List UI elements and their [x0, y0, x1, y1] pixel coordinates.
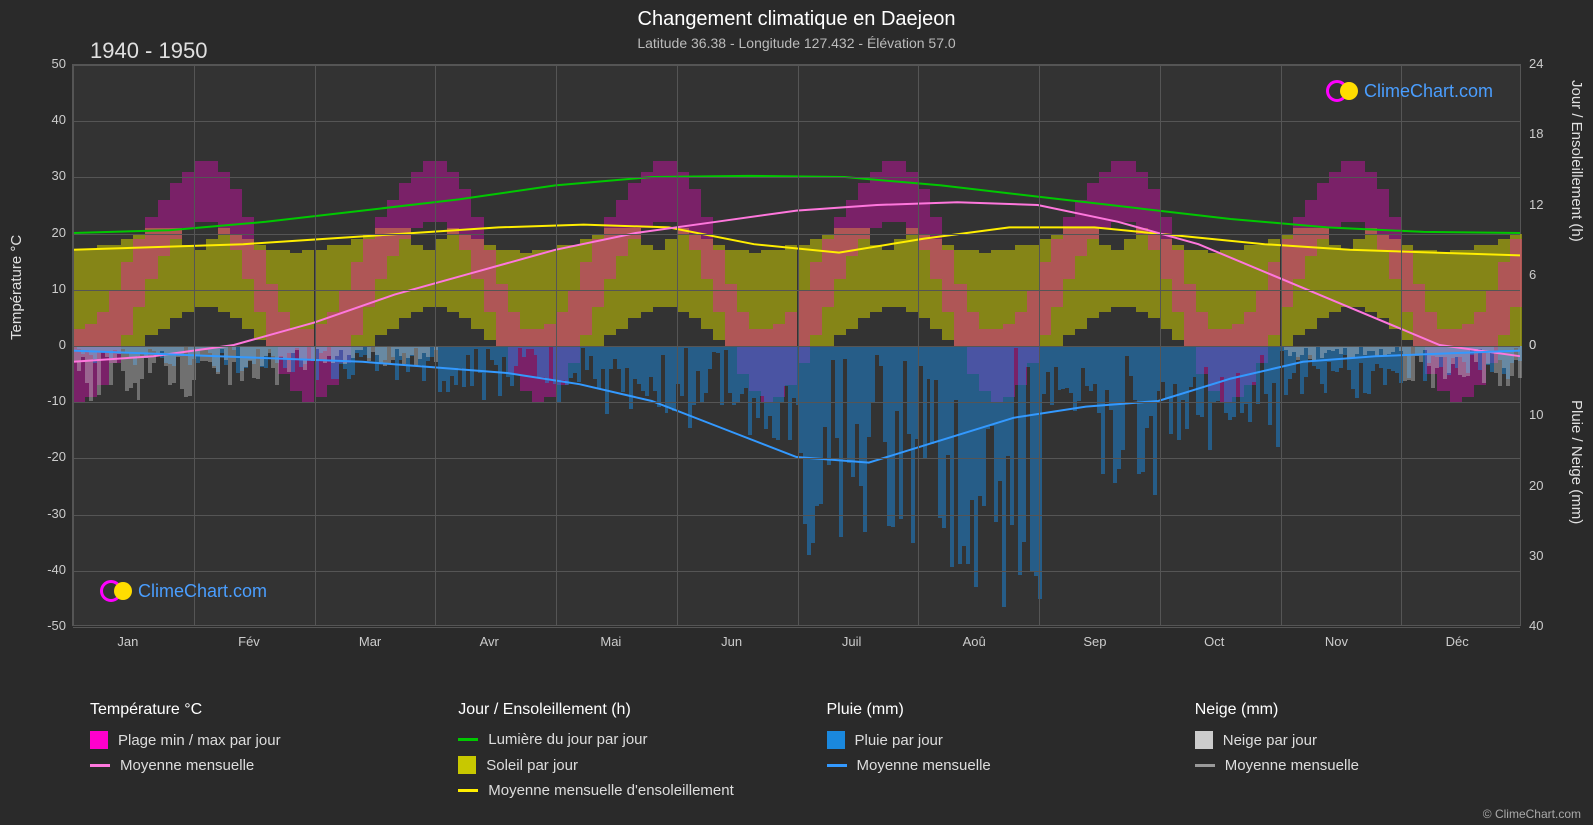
- climechart-logo: ClimeChart.com: [100, 580, 267, 602]
- chart-title: Changement climatique en Daejeon: [0, 0, 1593, 31]
- legend-group-title: Neige (mm): [1195, 701, 1503, 719]
- period-label: 1940 - 1950: [90, 38, 207, 64]
- y-left-tick: 30: [26, 168, 66, 183]
- plot-area: [72, 64, 1521, 626]
- y-right-top-tick: 18: [1529, 126, 1543, 141]
- legend-item: Moyenne mensuelle: [827, 757, 1135, 774]
- legend-swatch: [458, 738, 478, 741]
- legend-group: Neige (mm) Neige par jour Moyenne mensuell…: [1195, 701, 1503, 807]
- legend-label: Plage min / max par jour: [118, 732, 281, 749]
- y-right-bottom-axis-label: Pluie / Neige (mm): [1568, 400, 1585, 524]
- legend-item: Lumière du jour par jour: [458, 731, 766, 748]
- y-right-bottom-tick: 20: [1529, 478, 1543, 493]
- y-right-top-tick: 6: [1529, 267, 1536, 282]
- x-month-tick: Mai: [600, 634, 621, 649]
- y-right-bottom-tick: 0: [1529, 337, 1536, 352]
- y-right-top-tick: 24: [1529, 56, 1543, 71]
- legend-swatch: [458, 756, 476, 774]
- legend-label: Neige par jour: [1223, 732, 1317, 749]
- y-left-tick: 50: [26, 56, 66, 71]
- y-left-tick: 10: [26, 281, 66, 296]
- x-month-tick: Jan: [117, 634, 138, 649]
- legend-swatch: [827, 764, 847, 767]
- legend-label: Lumière du jour par jour: [488, 731, 647, 748]
- legend-item: Soleil par jour: [458, 756, 766, 774]
- x-month-tick: Sep: [1083, 634, 1106, 649]
- x-month-tick: Mar: [359, 634, 381, 649]
- legend-swatch: [90, 731, 108, 749]
- legend-group-title: Jour / Ensoleillement (h): [458, 701, 766, 719]
- legend-group: Pluie (mm) Pluie par jour Moyenne mensuell…: [827, 701, 1135, 807]
- y-left-tick: 20: [26, 225, 66, 240]
- x-month-tick: Nov: [1325, 634, 1348, 649]
- x-month-tick: Déc: [1446, 634, 1469, 649]
- legend-swatch: [90, 764, 110, 767]
- legend-item: Moyenne mensuelle d'ensoleillement: [458, 782, 766, 799]
- y-right-top-tick: 12: [1529, 197, 1543, 212]
- x-month-tick: Fév: [238, 634, 260, 649]
- logo-text: ClimeChart.com: [138, 581, 267, 602]
- y-right-bottom-tick: 10: [1529, 407, 1543, 422]
- y-left-tick: -20: [26, 449, 66, 464]
- legend-label: Moyenne mensuelle: [120, 757, 254, 774]
- legend: Température °C Plage min / max par jour Mo…: [90, 701, 1503, 807]
- legend-item: Moyenne mensuelle: [90, 757, 398, 774]
- legend-group-title: Pluie (mm): [827, 701, 1135, 719]
- legend-group: Température °C Plage min / max par jour Mo…: [90, 701, 398, 807]
- legend-label: Moyenne mensuelle: [1225, 757, 1359, 774]
- y-left-tick: -30: [26, 506, 66, 521]
- logo-text: ClimeChart.com: [1364, 81, 1493, 102]
- climate-chart: Changement climatique en Daejeon Latitud…: [0, 0, 1593, 825]
- line-layer: [73, 65, 1520, 625]
- legend-item: Neige par jour: [1195, 731, 1503, 749]
- y-left-tick: 40: [26, 112, 66, 127]
- x-month-tick: Avr: [480, 634, 499, 649]
- x-month-tick: Aoû: [963, 634, 986, 649]
- legend-item: Plage min / max par jour: [90, 731, 398, 749]
- y-right-bottom-tick: 30: [1529, 548, 1543, 563]
- y-left-tick: -10: [26, 393, 66, 408]
- y-left-tick: -50: [26, 618, 66, 633]
- y-left-tick: 0: [26, 337, 66, 352]
- x-month-tick: Juil: [842, 634, 862, 649]
- legend-label: Soleil par jour: [486, 757, 578, 774]
- legend-item: Pluie par jour: [827, 731, 1135, 749]
- legend-group-title: Température °C: [90, 701, 398, 719]
- legend-swatch: [827, 731, 845, 749]
- legend-label: Moyenne mensuelle: [857, 757, 991, 774]
- y-right-bottom-tick: 40: [1529, 618, 1543, 633]
- legend-group: Jour / Ensoleillement (h) Lumière du jour…: [458, 701, 766, 807]
- chart-subtitle: Latitude 36.38 - Longitude 127.432 - Élé…: [0, 31, 1593, 51]
- climechart-logo: ClimeChart.com: [1326, 80, 1493, 102]
- legend-label: Pluie par jour: [855, 732, 943, 749]
- y-right-top-axis-label: Jour / Ensoleillement (h): [1568, 80, 1585, 242]
- legend-swatch: [1195, 731, 1213, 749]
- legend-item: Moyenne mensuelle: [1195, 757, 1503, 774]
- y-left-axis-label: Température °C: [8, 235, 25, 340]
- x-month-tick: Oct: [1204, 634, 1224, 649]
- legend-swatch: [458, 789, 478, 792]
- copyright-label: © ClimeChart.com: [1483, 807, 1581, 821]
- legend-label: Moyenne mensuelle d'ensoleillement: [488, 782, 734, 799]
- y-left-tick: -40: [26, 562, 66, 577]
- x-month-tick: Jun: [721, 634, 742, 649]
- legend-swatch: [1195, 764, 1215, 767]
